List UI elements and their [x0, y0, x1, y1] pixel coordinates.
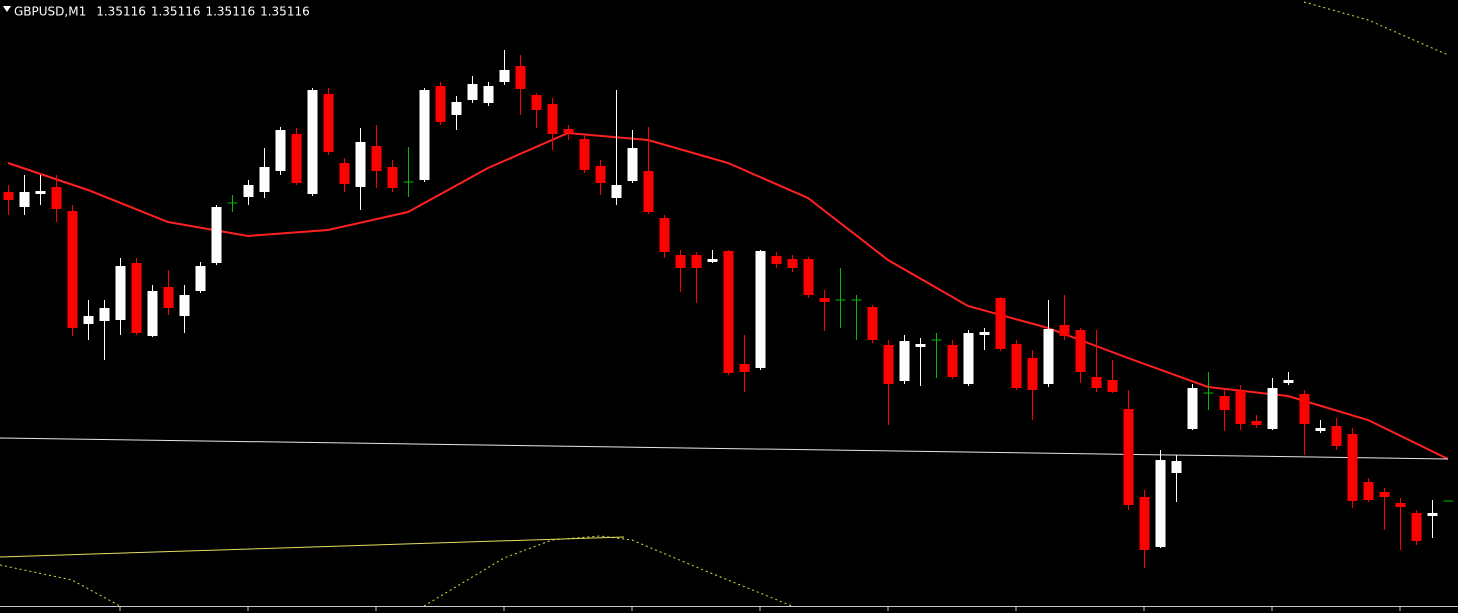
quote-value: 1.35116 [205, 5, 255, 19]
candle-body [451, 102, 462, 115]
candle-body [1251, 421, 1262, 425]
candle-body [259, 167, 270, 192]
candle-body [579, 139, 590, 170]
candle-body [131, 263, 142, 333]
candle-body [163, 287, 174, 308]
candle-body [643, 171, 654, 212]
candle-body [243, 185, 254, 197]
candle-body [275, 130, 286, 171]
candle-body [659, 218, 670, 252]
candle-body [1363, 482, 1374, 500]
candle-body [787, 259, 798, 268]
candle-body [115, 266, 126, 320]
candle-body [1411, 513, 1422, 541]
candle-body [1219, 396, 1230, 410]
candle-body [387, 167, 398, 188]
candle-body [675, 255, 686, 268]
candle-body [963, 333, 974, 384]
candle-body [1331, 426, 1342, 446]
candle-body [435, 86, 446, 122]
candle-body [179, 295, 190, 316]
candle-body [1011, 344, 1022, 388]
candle-body [755, 251, 766, 368]
candle-body [547, 104, 558, 134]
symbol-label: GBPUSD,M1 [14, 5, 86, 19]
candle-body [531, 95, 542, 110]
candle-body [915, 344, 926, 347]
candle-body [1075, 330, 1086, 372]
candle-body [947, 345, 958, 377]
candle-body [1123, 409, 1134, 505]
time-ticks [119, 606, 1401, 611]
candle-body [995, 298, 1006, 349]
indicator-line [0, 437, 1449, 460]
candle-body [1091, 377, 1102, 388]
candle-body [99, 308, 110, 321]
candle-body [739, 364, 750, 372]
candle-body [1347, 434, 1358, 501]
candle-body [195, 266, 206, 291]
indicator-line [0, 536, 625, 558]
candle-body [19, 192, 30, 207]
candle-body [1187, 388, 1198, 429]
candle-body [1235, 391, 1246, 424]
candle-body [1299, 394, 1310, 424]
candle-body [1395, 503, 1406, 507]
candle-body [1043, 329, 1054, 384]
candle-body [867, 307, 878, 340]
candle-body [35, 191, 46, 194]
candle-body [211, 207, 222, 263]
candle-body [339, 163, 350, 184]
candle-body [627, 148, 638, 181]
candle-body [355, 142, 366, 187]
candle-body [611, 185, 622, 198]
candle-body [3, 192, 14, 200]
quote-values: 1.35116 1.35116 1.35116 1.35116 [96, 5, 310, 19]
candle-body [1171, 461, 1182, 473]
candle-body [723, 251, 734, 373]
candle-body [1107, 380, 1118, 392]
quote-value: 1.35116 [151, 5, 201, 19]
candle-body [483, 86, 494, 103]
candle-body [691, 255, 702, 268]
collapse-icon[interactable] [3, 6, 11, 12]
candle-body [1315, 428, 1326, 431]
candle-body [1267, 388, 1278, 429]
candle-body [803, 259, 814, 295]
candle-body [83, 316, 94, 324]
candle-body [819, 298, 830, 302]
candle-body [419, 90, 430, 180]
candle-body [307, 90, 318, 194]
candle-body [51, 187, 62, 209]
candle-body [499, 70, 510, 82]
candle-body [323, 94, 334, 152]
candle-body [1139, 497, 1150, 550]
candle-body [291, 134, 302, 183]
candle-body [1155, 460, 1166, 547]
candle-body [467, 84, 478, 100]
candle-body [67, 211, 78, 328]
candle-body [1283, 380, 1294, 383]
candle-body [883, 345, 894, 384]
candle-body [371, 146, 382, 171]
candle-body [979, 332, 990, 335]
candle-body [563, 129, 574, 133]
candle-body [899, 341, 910, 381]
candle-body [1059, 325, 1070, 336]
quote-value: 1.35116 [260, 5, 310, 19]
candle-body [1379, 492, 1390, 497]
candle-body [1027, 358, 1038, 390]
candle-body [1427, 513, 1438, 516]
candle-body [515, 66, 526, 89]
quote-value: 1.35116 [96, 5, 146, 19]
candle-body [707, 259, 718, 262]
candle-body [147, 291, 158, 336]
candle-body [771, 256, 782, 264]
candle-body [595, 166, 606, 183]
